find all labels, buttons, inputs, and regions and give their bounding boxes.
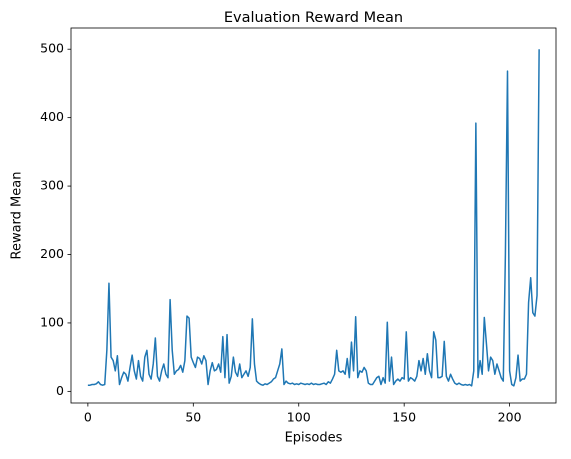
- y-tick-label: 100: [40, 314, 64, 329]
- y-tick-label: 500: [40, 41, 64, 56]
- y-tick-label: 400: [40, 109, 64, 124]
- y-tick-label: 200: [40, 246, 64, 261]
- x-axis-label: Episodes: [285, 431, 343, 446]
- y-tick-label: 300: [40, 178, 64, 193]
- x-tick-label: 50: [185, 410, 201, 425]
- data-line: [87, 49, 540, 387]
- y-axis-label: Reward Mean: [10, 172, 25, 260]
- plot-frame: [70, 27, 557, 404]
- y-tick-label: 0: [56, 383, 64, 398]
- x-tick-label: 150: [392, 410, 416, 425]
- x-tick-label: 0: [84, 410, 92, 425]
- x-tick-label: 100: [287, 410, 311, 425]
- x-tick-label: 200: [498, 410, 522, 425]
- chart-title: Evaluation Reward Mean: [224, 10, 403, 26]
